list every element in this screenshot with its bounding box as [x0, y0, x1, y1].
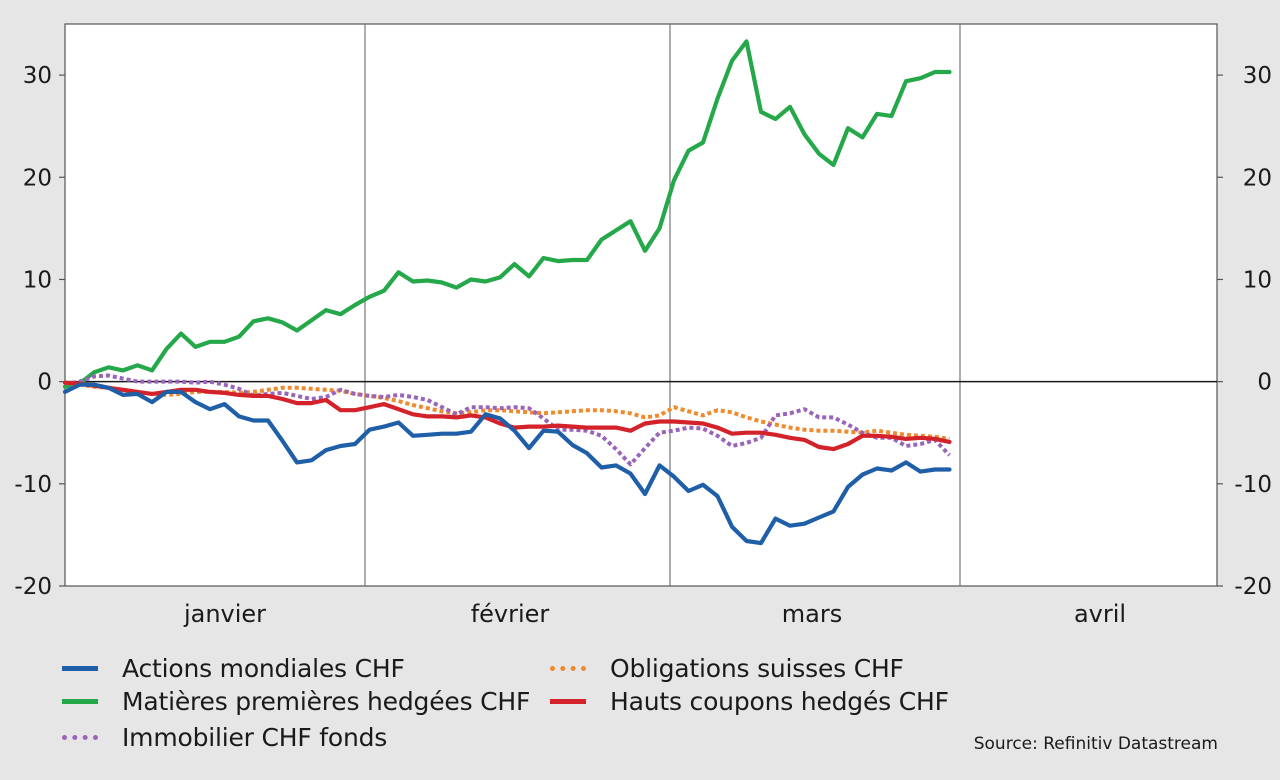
legend-item-1: Actions mondiales CHF: [62, 652, 405, 684]
legend-item-3: Immobilier CHF fonds: [62, 721, 387, 753]
series-line-3: [64, 373, 951, 467]
series-lines: [62, 39, 952, 546]
y-tick-label-left: 30: [23, 63, 52, 89]
gridlines: [364, 24, 961, 586]
legend-item-5: Hauts coupons hedgés CHF: [550, 685, 949, 717]
legend-swatch-2: [62, 698, 98, 704]
legend-label-5: Hauts coupons hedgés CHF: [610, 686, 949, 716]
y-tick-label-right: 20: [1243, 165, 1272, 191]
legend-label-1: Actions mondiales CHF: [122, 653, 405, 683]
y-tick-label-right: 30: [1243, 63, 1272, 89]
x-tick-label-4: avril: [1074, 600, 1126, 628]
legend-swatch-3: [62, 734, 98, 740]
y-tick-label-left: -10: [14, 472, 52, 498]
x-tick-label-1: janvier: [183, 600, 266, 628]
y-tick-label-right: 0: [1257, 370, 1272, 396]
source-note: Source: Refinitiv Datastream: [973, 734, 1218, 754]
y-tick-label-right: 10: [1243, 267, 1272, 293]
y-tick-label-left: 10: [23, 267, 52, 293]
legend-swatch-5: [550, 698, 586, 704]
y-tick-label-right: -10: [1234, 472, 1272, 498]
legend-label-4: Obligations suisses CHF: [610, 653, 904, 683]
y-tick-label-left: -20: [14, 574, 52, 600]
axes: -20 -20 -10 -10 0 0 10 10 20 20 30 30 janvier février…: [14, 63, 1272, 628]
y-tick-label-right: -20: [1234, 574, 1272, 600]
series-line-2: [62, 39, 952, 389]
series-line-1: [62, 382, 952, 546]
legend-swatch-4: [550, 665, 586, 671]
legend-item-2: Matières premières hedgées CHF: [62, 685, 530, 717]
legend-item-4: Obligations suisses CHF: [550, 652, 904, 684]
plot-area: [64, 23, 1218, 587]
x-tick-label-2: février: [471, 600, 550, 628]
legend-label-2: Matières premières hedgées CHF: [122, 686, 531, 716]
legend-swatch-1: [62, 665, 98, 671]
legend-label-3: Immobilier CHF fonds: [122, 722, 388, 752]
y-tick-label-left: 20: [23, 165, 52, 191]
x-tick-label-3: mars: [782, 600, 842, 628]
y-tick-label-left: 0: [37, 370, 52, 396]
